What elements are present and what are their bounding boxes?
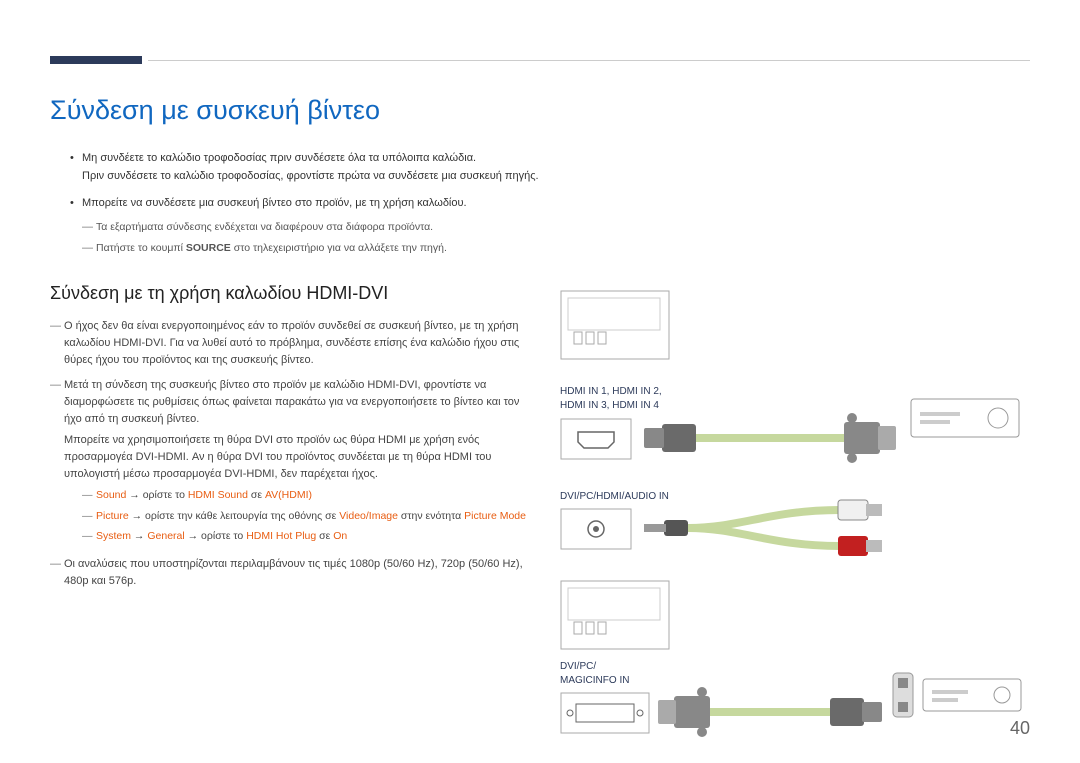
intro-text: Μη συνδέετε το καλώδιο τροφοδοσίας πριν …	[82, 150, 670, 168]
intro-bullet-list: • Μη συνδέετε το καλώδιο τροφοδοσίας πρι…	[70, 150, 670, 268]
dash-icon: ―	[82, 528, 96, 544]
dvi-port-icon	[560, 692, 650, 734]
intro-text: Πριν συνδέσετε το καλώδιο τροφοδοσίας, φ…	[82, 168, 670, 186]
body-paragraph: Μετά τη σύνδεση της συσκευής βίντεο στο …	[64, 377, 530, 548]
audio-cable-icon	[640, 488, 900, 568]
body-paragraph: Ο ήχος δεν θα είναι ενεργοποιημένος εάν …	[64, 318, 530, 369]
hdmi-port-icon	[560, 418, 632, 460]
body-paragraph: Οι αναλύσεις που υποστηρίζονται περιλαμβ…	[64, 556, 530, 590]
section-subheading: Σύνδεση με τη χρήση καλωδίου HDMI-DVI	[50, 283, 388, 304]
dash-icon: ―	[50, 377, 64, 548]
page-title: Σύνδεση με συσκευή βίντεο	[50, 95, 380, 126]
hdmi-dvi-cable-icon	[640, 398, 900, 478]
dvi-hdmi-cable-icon	[656, 672, 886, 752]
monitor-back-icon	[560, 580, 670, 650]
dash-icon: ―	[82, 487, 96, 503]
dash-icon: ―	[82, 219, 96, 237]
intro-sub-text: Πατήστε το κουμπί SOURCE στο τηλεχειριστ…	[96, 240, 670, 258]
bullet-icon: •	[70, 195, 82, 262]
dash-icon: ―	[50, 556, 64, 590]
header-accent-bar	[50, 56, 142, 64]
monitor-back-icon	[560, 290, 670, 360]
intro-sub-text: Τα εξαρτήματα σύνδεσης ενδέχεται να διαφ…	[96, 219, 670, 237]
dash-icon: ―	[82, 508, 96, 524]
body-text-block: ― Ο ήχος δεν θα είναι ενεργοποιημένος εά…	[50, 318, 530, 598]
page-number: 40	[1010, 718, 1030, 739]
dvi-hdmi-adapter-icon	[892, 672, 914, 718]
dash-icon: ―	[82, 240, 96, 258]
setting-line: System → General → ορίστε το HDMI Hot Pl…	[96, 528, 530, 544]
audio-port-icon	[560, 508, 632, 550]
header-rule	[148, 60, 1030, 61]
port-label-dvi: DVI/PC/ MAGICINFO IN	[560, 660, 629, 688]
video-device-icon	[922, 678, 1022, 712]
setting-line: Sound → ορίστε το HDMI Sound σε AV(HDMI)	[96, 487, 530, 503]
intro-text: Μπορείτε να συνδέσετε μια συσκευή βίντεο…	[82, 195, 670, 213]
video-device-icon	[910, 398, 1020, 438]
setting-line: Picture → ορίστε την κάθε λειτουργία της…	[96, 508, 530, 524]
bullet-icon: •	[70, 150, 82, 185]
dash-icon: ―	[50, 318, 64, 369]
